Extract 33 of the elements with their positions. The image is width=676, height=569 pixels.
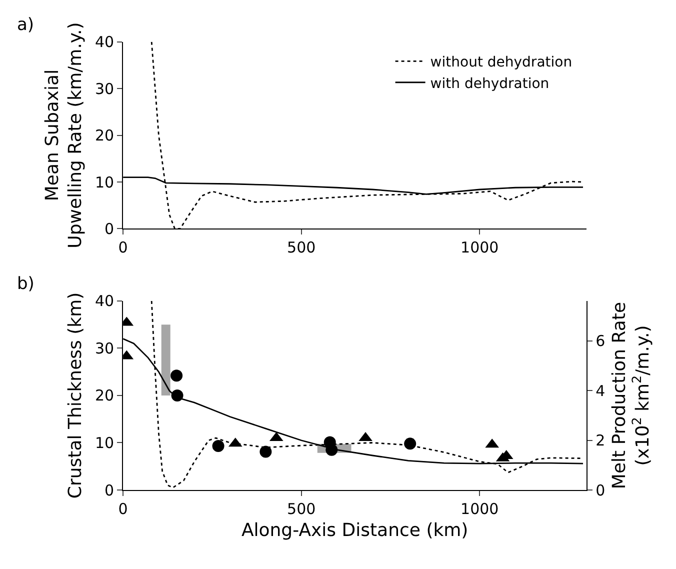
y-tick-label: 20: [94, 386, 114, 405]
point: [170, 370, 183, 382]
x-tick-label: 1000: [460, 500, 499, 518]
point: [404, 438, 416, 450]
y-tick-label: 40: [94, 292, 114, 310]
x-tick-label: 500: [287, 238, 316, 257]
text: b): [17, 274, 34, 294]
text: a): [17, 15, 34, 35]
y-tick-label: 10: [94, 173, 114, 192]
x-axis-title: Along-Axis Distance (km): [241, 520, 468, 542]
y-tick-label: 0: [104, 220, 114, 238]
point: [326, 444, 338, 456]
point: [260, 446, 272, 458]
x-tick-label: 500: [287, 500, 316, 518]
y-tick-label: 10: [94, 434, 114, 452]
y-tick-label: 30: [94, 80, 114, 98]
y-axis-title: Crustal Thickness (km): [65, 292, 86, 499]
y-axis-title: Mean Subaxial Upwelling Rate (km/m.y.): [42, 22, 86, 248]
y-tick-label: 20: [94, 126, 114, 145]
point: [171, 389, 184, 402]
x-tick-label: 0: [118, 500, 128, 518]
legend-label: without dehydration: [430, 54, 572, 71]
y2-tick-label: 6: [596, 332, 606, 350]
y-tick-label: 40: [94, 33, 114, 52]
x-tick-label: 0: [118, 238, 128, 257]
legend-label: with dehydration: [430, 76, 550, 92]
point: [212, 440, 224, 452]
y2-tick-label: 2: [596, 432, 606, 450]
y2-tick-label: 0: [596, 481, 606, 500]
y-tick-label: 30: [94, 339, 114, 358]
y2-tick-label: 4: [596, 382, 606, 400]
x-tick-label: 1000: [460, 238, 499, 257]
y-tick-label: 0: [104, 481, 114, 500]
